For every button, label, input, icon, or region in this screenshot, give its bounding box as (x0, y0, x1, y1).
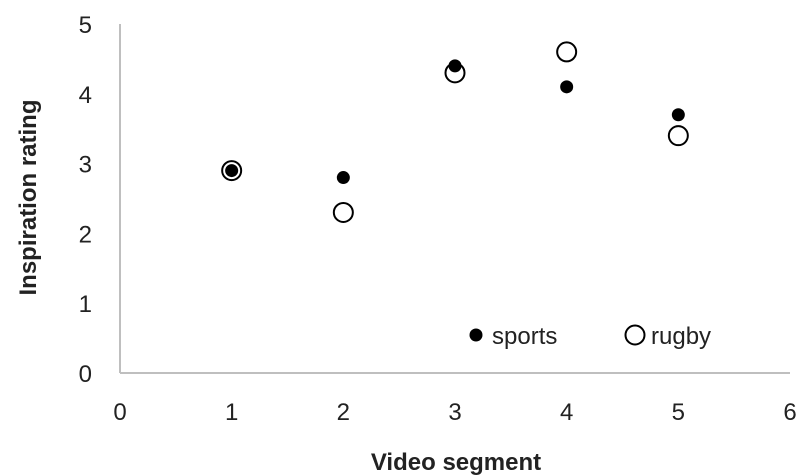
legend-marker-sports (469, 328, 483, 342)
legend: sports rugby (469, 323, 711, 350)
legend-marker-rugby (624, 324, 646, 346)
x-tick-label-0: 0 (113, 399, 126, 426)
point-sports-2 (336, 171, 350, 185)
x-tick-label-5: 5 (672, 399, 685, 426)
point-rugby-4 (556, 41, 578, 63)
y-tick-label-4: 4 (79, 82, 92, 109)
y-tick-label-0: 0 (79, 361, 92, 388)
data-points (221, 41, 689, 223)
y-tick-labels: 0 1 2 3 4 5 (79, 12, 92, 388)
x-tick-label-1: 1 (225, 399, 238, 426)
axes (119, 24, 790, 374)
x-tick-label-2: 2 (337, 399, 350, 426)
point-sports-5 (671, 108, 685, 122)
legend-label-sports: sports (492, 323, 557, 350)
x-tick-label-3: 3 (448, 399, 461, 426)
point-rugby-5 (667, 125, 689, 147)
x-tick-label-4: 4 (560, 399, 573, 426)
y-axis-title: Inspiration rating (15, 99, 42, 295)
point-sports-1 (225, 164, 239, 178)
point-rugby-1 (221, 160, 243, 182)
y-tick-label-1: 1 (79, 291, 92, 318)
point-sports-3 (448, 59, 462, 73)
point-rugby-2 (332, 201, 354, 223)
y-tick-label-5: 5 (79, 12, 92, 39)
y-tick-label-2: 2 (79, 221, 92, 248)
x-tick-labels: 0 1 2 3 4 5 6 (113, 399, 796, 426)
legend-label-rugby: rugby (651, 323, 711, 350)
x-axis-title: Video segment (371, 449, 541, 475)
x-tick-label-6: 6 (783, 399, 796, 426)
y-tick-label-3: 3 (79, 152, 92, 179)
point-sports-4 (560, 80, 574, 94)
